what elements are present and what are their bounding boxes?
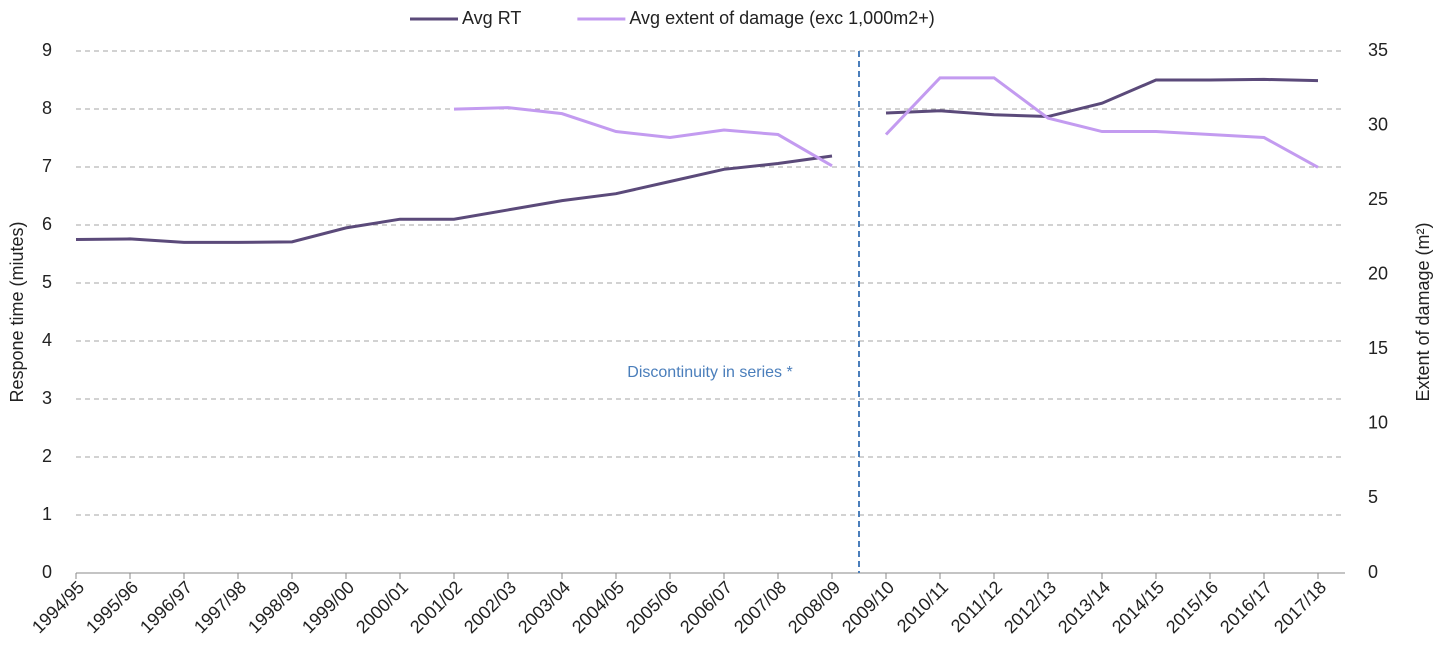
x-tick-label: 2007/08 — [730, 577, 790, 637]
y-tick-label: 8 — [42, 98, 52, 118]
y2-tick-label: 10 — [1368, 413, 1388, 433]
x-tick-label: 1995/96 — [82, 577, 142, 637]
x-tick-label: 2017/18 — [1270, 577, 1330, 637]
legend-label: Avg RT — [462, 8, 521, 28]
y2-tick-label: 30 — [1368, 114, 1388, 134]
y2-tick-label: 25 — [1368, 189, 1388, 209]
x-tick-label: 2005/06 — [622, 577, 682, 637]
y2-axis-title: Extent of damage (m²) — [1413, 222, 1433, 401]
series-line — [453, 76, 1319, 169]
y-tick-label: 7 — [42, 156, 52, 176]
x-tick-label: 2016/17 — [1216, 577, 1276, 637]
x-tick-label: 2000/01 — [352, 577, 412, 637]
x-tick-label: 1997/98 — [190, 577, 250, 637]
series-line — [75, 77, 1319, 244]
x-tick-label: 1999/00 — [298, 577, 358, 637]
y-tick-label: 2 — [42, 446, 52, 466]
y2-tick-label: 5 — [1368, 487, 1378, 507]
x-tick-label: 2008/09 — [784, 577, 844, 637]
x-tick-label: 1998/99 — [244, 577, 304, 637]
y2-tick-label: 15 — [1368, 338, 1388, 358]
x-tick-label: 2011/12 — [947, 577, 1006, 636]
y-tick-label: 6 — [42, 214, 52, 234]
x-tick-label: 2009/10 — [838, 577, 898, 637]
x-tick-label: 2015/16 — [1162, 577, 1222, 637]
y-tick-label: 9 — [42, 40, 52, 60]
y-tick-label: 5 — [42, 272, 52, 292]
x-tick-label: 2003/04 — [514, 577, 574, 637]
y-tick-label: 3 — [42, 388, 52, 408]
y2-tick-label: 0 — [1368, 562, 1378, 582]
y2-tick-label: 35 — [1368, 40, 1388, 60]
x-tick-label: 2006/07 — [676, 577, 736, 637]
y-tick-label: 4 — [42, 330, 52, 350]
y-axis-title: Respone time (miutes) — [7, 221, 27, 402]
y-tick-label: 0 — [42, 562, 52, 582]
x-tick-label: 2001/02 — [406, 577, 466, 637]
y2-tick-label: 20 — [1368, 263, 1388, 283]
x-tick-label: 2013/14 — [1054, 577, 1114, 637]
x-tick-label: 1994/95 — [28, 577, 88, 637]
x-tick-label: 2012/13 — [1000, 577, 1060, 637]
y-tick-label: 1 — [42, 504, 52, 524]
annotation: Discontinuity in series * — [627, 364, 792, 381]
x-tick-label: 2014/15 — [1108, 577, 1168, 637]
legend-label: Avg extent of damage (exc 1,000m2+) — [629, 8, 934, 28]
x-tick-label: 2004/05 — [568, 577, 628, 637]
x-tick-label: 1996/97 — [136, 577, 196, 637]
x-tick-label: 2002/03 — [460, 577, 520, 637]
x-tick-label: 2010/11 — [893, 577, 952, 636]
